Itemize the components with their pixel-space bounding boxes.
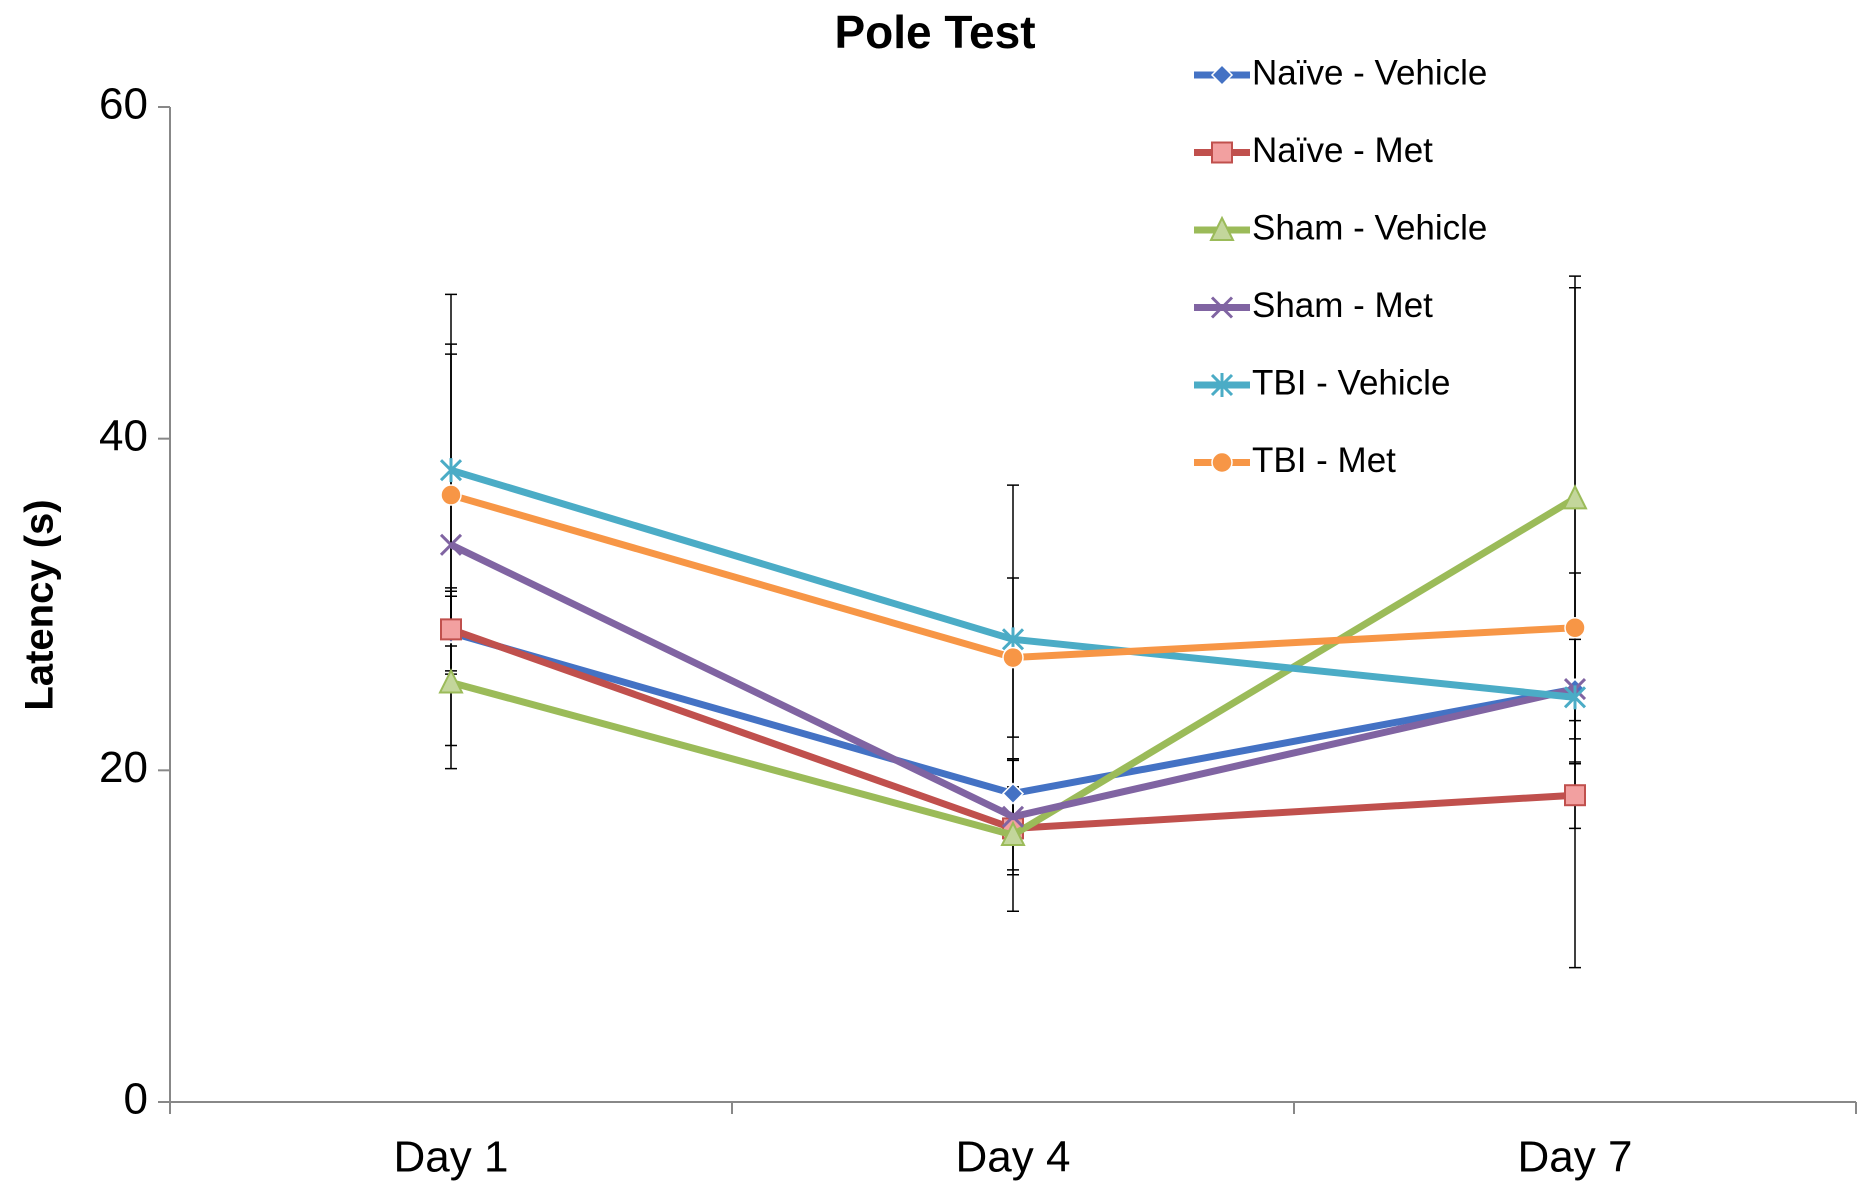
legend-label: Naïve - Vehicle: [1252, 53, 1487, 92]
legend-label: Sham - Met: [1252, 286, 1433, 325]
legend-entry: Naïve - Met: [1194, 131, 1433, 170]
marker: [1564, 784, 1586, 807]
legend-entry: Naïve - Vehicle: [1194, 53, 1487, 92]
x-tick-label: Day 7: [1518, 1133, 1633, 1182]
legend-marker: [1211, 141, 1233, 164]
marker: [438, 668, 464, 694]
legend-label: Naïve - Met: [1252, 131, 1433, 170]
y-axis-label: Latency (s): [18, 499, 62, 710]
marker: [1002, 646, 1024, 669]
legend-entry: Sham - Met: [1194, 286, 1433, 325]
chart-title: Pole Test: [834, 6, 1035, 58]
marker: [1001, 805, 1025, 828]
legend-entry: TBI - Vehicle: [1194, 363, 1450, 402]
y-tick-label: 20: [99, 743, 148, 792]
marker: [439, 533, 463, 556]
legend-entry: TBI - Met: [1194, 441, 1396, 480]
y-tick-label: 60: [99, 80, 148, 129]
y-tick-label: 0: [124, 1075, 148, 1124]
legend-marker: [1211, 451, 1233, 474]
legend-marker: [1210, 296, 1234, 319]
legend-label: Sham - Vehicle: [1252, 208, 1487, 247]
marker: [440, 484, 462, 506]
marker: [1563, 685, 1587, 710]
legend-label: TBI - Met: [1252, 441, 1396, 480]
x-tick-label: Day 4: [956, 1133, 1071, 1182]
legend-label: TBI - Vehicle: [1252, 363, 1450, 402]
marker: [1000, 820, 1026, 847]
legend-marker: [1210, 373, 1234, 397]
x-tick-label: Day 1: [394, 1133, 509, 1182]
legend-entry: Sham - Vehicle: [1194, 208, 1487, 247]
marker: [1001, 782, 1025, 805]
legend-marker: [1210, 63, 1234, 87]
marker: [1564, 616, 1586, 639]
marker: [440, 618, 462, 641]
marker: [439, 458, 463, 483]
y-tick-label: 40: [99, 411, 148, 460]
marker: [1562, 484, 1588, 510]
legend-marker: [1209, 215, 1235, 241]
